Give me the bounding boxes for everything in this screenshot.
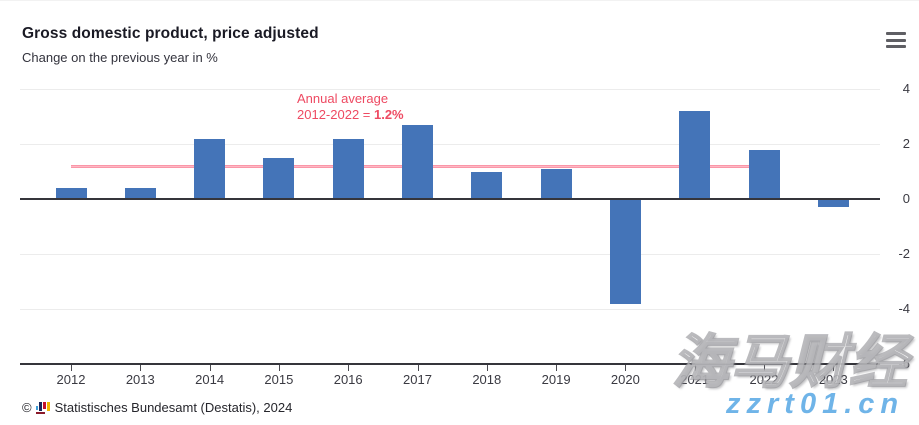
x-axis-year-label: 2020 (610, 372, 640, 387)
x-axis-year-label: 2013 (125, 372, 155, 387)
gridline (20, 254, 880, 255)
bar-2018[interactable] (471, 171, 503, 199)
y-axis-tick-label: 0 (902, 191, 910, 206)
x-axis-year-label: 2012 (56, 372, 86, 387)
x-axis-tick (71, 365, 72, 371)
x-axis-tick (556, 365, 558, 371)
x-axis-tick (486, 365, 488, 371)
x-axis-tick (278, 365, 280, 371)
y-axis-tick-label: -4 (898, 301, 910, 316)
x-axis-year-label: 2016 (333, 372, 363, 387)
hamburger-bar (886, 45, 906, 48)
bar-2015[interactable] (263, 157, 295, 199)
x-axis-year-label: 2017 (403, 372, 432, 387)
x-axis-tick (694, 365, 696, 371)
bar-2020[interactable] (609, 199, 641, 304)
x-axis-year-label: 2019 (541, 372, 571, 387)
average-annotation: Annual average 2012-2022 = 1.2% (297, 91, 404, 123)
x-axis-tick (764, 365, 765, 371)
bar-2012[interactable] (55, 188, 87, 199)
average-annotation-line2: 2012-2022 = 1.2% (297, 107, 404, 122)
x-axis-tick (417, 365, 419, 371)
gridline (20, 144, 880, 145)
y-axis-tick-label: 2 (902, 136, 910, 151)
page-title: Gross domestic product, price adjusted (22, 25, 319, 42)
x-axis-year-label: 2021 (680, 372, 710, 387)
source-line: © Statistisches Bundesamt (Destatis), 20… (22, 400, 292, 415)
zero-line (20, 198, 880, 200)
bar-2017[interactable] (402, 124, 433, 199)
x-axis-tick (833, 365, 835, 371)
bar-2021[interactable] (679, 111, 711, 199)
gridline (20, 363, 880, 365)
x-axis-tick (209, 365, 211, 371)
y-axis-tick-label: -2 (898, 246, 910, 261)
average-value: 1.2% (373, 107, 404, 122)
average-annotation-line1: Annual average (297, 91, 389, 106)
bar-2014[interactable] (194, 138, 226, 199)
chart-subtitle: Change on the previous year in % (22, 50, 218, 65)
x-axis-tick (348, 365, 350, 371)
hamburger-menu-icon[interactable] (884, 32, 908, 52)
gridline (20, 309, 880, 310)
x-axis-tick (140, 365, 142, 371)
bar-2019[interactable] (540, 168, 572, 199)
bar-2022[interactable] (748, 149, 780, 199)
bar-2023[interactable] (817, 199, 849, 208)
source-text: Statistisches Bundesamt (Destatis), 2024 (54, 400, 293, 415)
y-axis-tick-label: -6 (898, 356, 910, 371)
x-axis-year-label: 2015 (264, 372, 294, 387)
x-axis-year-label: 2022 (749, 372, 779, 387)
bar-2013[interactable] (124, 188, 156, 199)
gridline (20, 89, 880, 90)
bar-2016[interactable] (332, 138, 364, 199)
hamburger-bar (886, 32, 906, 35)
x-axis-tick (625, 365, 627, 371)
x-axis-year-label: 2023 (818, 372, 848, 387)
x-axis-year-label: 2018 (472, 372, 502, 387)
hamburger-bar (886, 38, 906, 42)
x-axis-year-label: 2014 (195, 372, 225, 387)
watermark-url: zzrt01.cn (726, 388, 905, 420)
copyright-symbol: © (22, 400, 32, 415)
y-axis-tick-label: 4 (902, 81, 910, 96)
destatis-logo-icon (35, 401, 51, 414)
